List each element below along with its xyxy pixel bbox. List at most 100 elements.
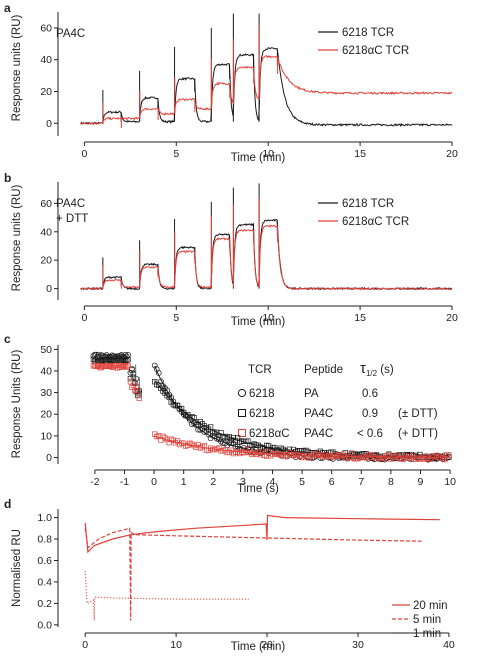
series-line-5min	[84, 527, 422, 621]
x-tick-label: 2	[210, 476, 216, 488]
x-tick-label: 20	[446, 148, 458, 160]
data-point	[121, 363, 127, 369]
data-point	[136, 395, 142, 401]
x-tick-label: 10	[262, 312, 274, 324]
x-tick-label: 15	[354, 312, 366, 324]
table-row3-peptide: PA4C	[304, 428, 333, 440]
data-point	[117, 364, 123, 370]
table-header-peptide: Peptide	[304, 364, 343, 376]
data-point	[113, 357, 119, 363]
data-point	[102, 357, 109, 363]
data-point	[94, 357, 101, 364]
panel-b: b PA4C + DTT Response units (RU) Time (m…	[4, 171, 409, 328]
series-line-6218ac-tcr	[80, 55, 453, 125]
data-point	[98, 357, 105, 364]
panel-b-ylabel: Response units (RU)	[11, 184, 23, 291]
y-tick-label: 0.4	[37, 576, 52, 588]
x-tick-label: 0	[81, 148, 87, 160]
y-tick-label: 40	[40, 226, 52, 238]
legend-label-6218-tcr: 6218 TCR	[342, 198, 394, 210]
data-point	[120, 356, 126, 362]
panel-a: a PA4C Response units (RU) Time (min) 62…	[4, 1, 409, 164]
data-point	[121, 357, 127, 363]
data-point	[117, 357, 123, 363]
data-point	[135, 388, 141, 394]
panel-b-condition-line1: PA4C	[56, 198, 85, 210]
data-point	[120, 364, 126, 370]
data-point	[127, 369, 134, 376]
data-point	[123, 353, 130, 360]
panel-c: c Response Units (RU) Time (s) TCR Pepti…	[4, 332, 438, 495]
panel-b-legend: 6218 TCR 6218αC TCR	[318, 198, 409, 228]
y-tick-label: 0.2	[37, 598, 52, 610]
table-row2-note: (± DTT)	[398, 408, 438, 420]
y-tick-label: 50	[40, 344, 52, 356]
panel-b-xlabel: Time (min)	[231, 316, 286, 328]
data-point	[116, 362, 122, 369]
panel-b-condition-line2: + DTT	[56, 213, 88, 225]
data-point	[109, 358, 115, 364]
y-tick-label: 30	[40, 387, 52, 399]
legend-label-20min: 20 min	[413, 600, 448, 612]
series-line-6218-tcr	[80, 219, 453, 291]
x-tick-label: 5	[299, 476, 305, 488]
x-tick-label: 0	[151, 476, 157, 488]
x-tick-label: 9	[418, 476, 424, 488]
y-tick-label: 40	[40, 365, 52, 377]
series-6218ac-pa4c	[90, 362, 452, 463]
panel-d-xlabel: Time (min)	[231, 641, 286, 653]
table-row1-peptide: PA	[304, 388, 319, 400]
panel-d: d Normalised RU Time (min) 20 min 5 min …	[4, 497, 448, 653]
series-line-1min	[84, 571, 249, 621]
data-point	[100, 358, 106, 364]
table-row3-tcr: 6218αC	[249, 428, 290, 440]
table-row1-tcr: 6218	[249, 388, 275, 400]
legend-label-6218-tcr: 6218 TCR	[342, 27, 394, 39]
table-row3-note: (+ DTT)	[398, 428, 438, 440]
panel-d-ylabel: Normalised RU	[11, 529, 23, 607]
legend-label-5min: 5 min	[413, 614, 441, 626]
x-tick-label: 20	[261, 639, 273, 651]
x-tick-label: 0	[82, 639, 88, 651]
x-tick-label: 15	[354, 148, 366, 160]
x-tick-label: -1	[120, 476, 129, 488]
panel-c-xlabel: Time (s)	[237, 483, 279, 495]
x-tick-label: 10	[444, 476, 456, 488]
y-tick-label: 20	[40, 409, 52, 421]
table-marker-square	[238, 409, 246, 417]
data-point	[124, 357, 130, 363]
data-point	[125, 363, 131, 369]
data-point	[104, 356, 110, 363]
x-tick-label: 3	[240, 476, 246, 488]
data-point	[92, 363, 98, 369]
chart-c-axes: 0 10 20 30 40 50 -2 -1 0 1 2 3 4 5 6 7 8 9 10	[40, 344, 456, 488]
x-tick-label: 7	[358, 476, 364, 488]
table-row3-thalf: < 0.6	[357, 428, 383, 440]
panel-a-ylabel: Response units (RU)	[11, 14, 23, 121]
chart-a-axes: 0 20 40 60 0 5 10 15 20	[40, 12, 458, 160]
panel-c-table: TCR Peptide τ1/2 (s) 6218 PA 0.6 6218 PA…	[237, 360, 438, 440]
legend-label-6218ac-tcr: 6218αC TCR	[342, 45, 409, 57]
data-point	[133, 389, 139, 395]
legend-label-1min: 1 min	[413, 628, 441, 640]
panel-d-legend: 20 min 5 min 1 min	[392, 600, 448, 640]
table-row2-peptide: PA4C	[304, 408, 333, 420]
panel-a-letter: a	[4, 1, 11, 15]
y-tick-label: 40	[40, 54, 52, 66]
x-tick-label: 4	[270, 476, 276, 488]
x-tick-label: -2	[90, 476, 99, 488]
data-point	[94, 363, 101, 370]
x-tick-label: 20	[446, 312, 458, 324]
data-point	[98, 364, 105, 371]
table-marker-square-red	[238, 429, 246, 437]
data-point	[108, 363, 114, 369]
x-tick-label: 5	[173, 148, 179, 160]
data-point	[132, 387, 138, 394]
y-tick-label: 20	[40, 86, 52, 98]
x-tick-label: 10	[170, 639, 182, 651]
panel-a-legend: 6218 TCR 6218αC TCR	[318, 27, 409, 57]
y-tick-label: 0.8	[37, 534, 52, 546]
table-row2-tcr: 6218	[249, 408, 275, 420]
data-point	[90, 352, 97, 359]
data-point	[130, 370, 137, 377]
